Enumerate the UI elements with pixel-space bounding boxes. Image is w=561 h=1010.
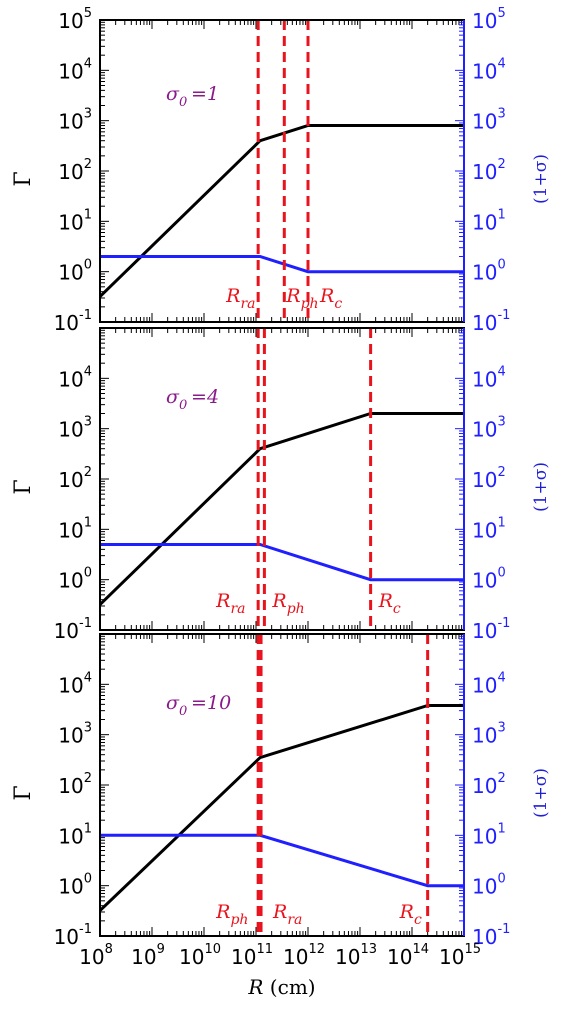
- y-tick-label: 100: [58, 258, 92, 285]
- radius-label: Rph: [271, 590, 304, 617]
- y2-tick-label: 102: [472, 157, 506, 184]
- sigma-annotation: σ0 =10: [166, 692, 231, 719]
- y-tick-label: 10-1: [54, 308, 92, 335]
- y2-tick-label: 101: [472, 821, 506, 848]
- x-axis-label: R (cm): [247, 975, 315, 999]
- one-plus-sigma-line: [100, 255, 464, 274]
- y-tick-label: 101: [58, 821, 92, 848]
- panel-top: 10-1 10-1 100 100 101 101 102 102 103 103 104 104 10…: [11, 6, 551, 335]
- y2-tick-label: 10-1: [472, 616, 510, 643]
- x-tick-label: 1012: [283, 942, 325, 969]
- y-axis-label: Γ: [11, 479, 36, 494]
- gamma-line: [98, 412, 464, 606]
- x-tick-label: 1010: [179, 942, 221, 969]
- y2-tick-label: 104: [472, 56, 506, 83]
- x-tick-label: 1011: [231, 942, 273, 969]
- y-axis-label: Γ: [11, 785, 36, 800]
- y2-tick-label: 104: [472, 670, 506, 697]
- radius-label: Rra: [272, 901, 302, 928]
- radius-label: Rph: [285, 285, 318, 312]
- y2-tick-label: 100: [472, 258, 506, 285]
- y2-tick-label: 103: [472, 721, 506, 748]
- y-tick-label: 10-1: [54, 616, 92, 643]
- y2-tick-label: 102: [472, 771, 506, 798]
- y-tick-label: 101: [58, 515, 92, 542]
- y-tick-label: 100: [58, 872, 92, 899]
- y-tick-label: 104: [58, 56, 92, 83]
- y-tick-label: 102: [58, 771, 92, 798]
- y-tick-label: 105: [58, 6, 92, 33]
- y2-tick-label: 100: [472, 872, 506, 899]
- y-tick-label: 103: [58, 721, 92, 748]
- y2-tick-label: 101: [472, 207, 506, 234]
- radius-label: Rra: [215, 590, 245, 617]
- y2-tick-label: 105: [472, 6, 506, 33]
- x-tick-label: 109: [131, 942, 165, 969]
- one-plus-sigma-line: [100, 833, 464, 888]
- radius-label: Rc: [399, 901, 422, 928]
- y2-tick-label: 10-1: [472, 308, 510, 335]
- y-tick-label: 102: [58, 157, 92, 184]
- y-axis-label: Γ: [11, 171, 36, 186]
- x-tick-label: 1013: [335, 942, 377, 969]
- y2-tick-label: 103: [472, 107, 506, 134]
- y-tick-label: 104: [58, 670, 92, 697]
- x-tick-label: 1015: [439, 942, 481, 969]
- radius-label: Rra: [225, 285, 255, 312]
- panel-middle: 10-1 10-1 100 100 101 101 102 102 103 103 104 104 Rr…: [11, 327, 551, 643]
- y-tick-label: 101: [58, 207, 92, 234]
- plot-frame: [99, 633, 465, 937]
- y-tick-label: 102: [58, 465, 92, 492]
- x-tick-label: 1014: [387, 942, 429, 969]
- plot-frame: [99, 327, 465, 631]
- y2-tick-label: 100: [472, 566, 506, 593]
- y2-tick-label: 101: [472, 515, 506, 542]
- y2-axis-label: (1+σ): [531, 768, 551, 818]
- radius-label: Rc: [378, 590, 401, 617]
- y-tick-label: 103: [58, 415, 92, 442]
- y2-axis-label: (1+σ): [531, 154, 551, 204]
- y-tick-label: 100: [58, 566, 92, 593]
- y-tick-label: 103: [58, 107, 92, 134]
- sigma-annotation: σ0 =1: [166, 83, 219, 110]
- x-tick-label: 108: [79, 942, 113, 969]
- one-plus-sigma-line: [100, 543, 464, 582]
- sigma-annotation: σ0 =4: [166, 386, 219, 413]
- y2-tick-label: 103: [472, 415, 506, 442]
- y2-axis-label: (1+σ): [531, 462, 551, 512]
- y2-tick-label: 102: [472, 465, 506, 492]
- y2-tick-label: 104: [472, 364, 506, 391]
- y-tick-label: 104: [58, 364, 92, 391]
- radius-label: Rc: [319, 285, 342, 312]
- plot-frame: [99, 19, 465, 323]
- radius-label: Rph: [215, 901, 248, 928]
